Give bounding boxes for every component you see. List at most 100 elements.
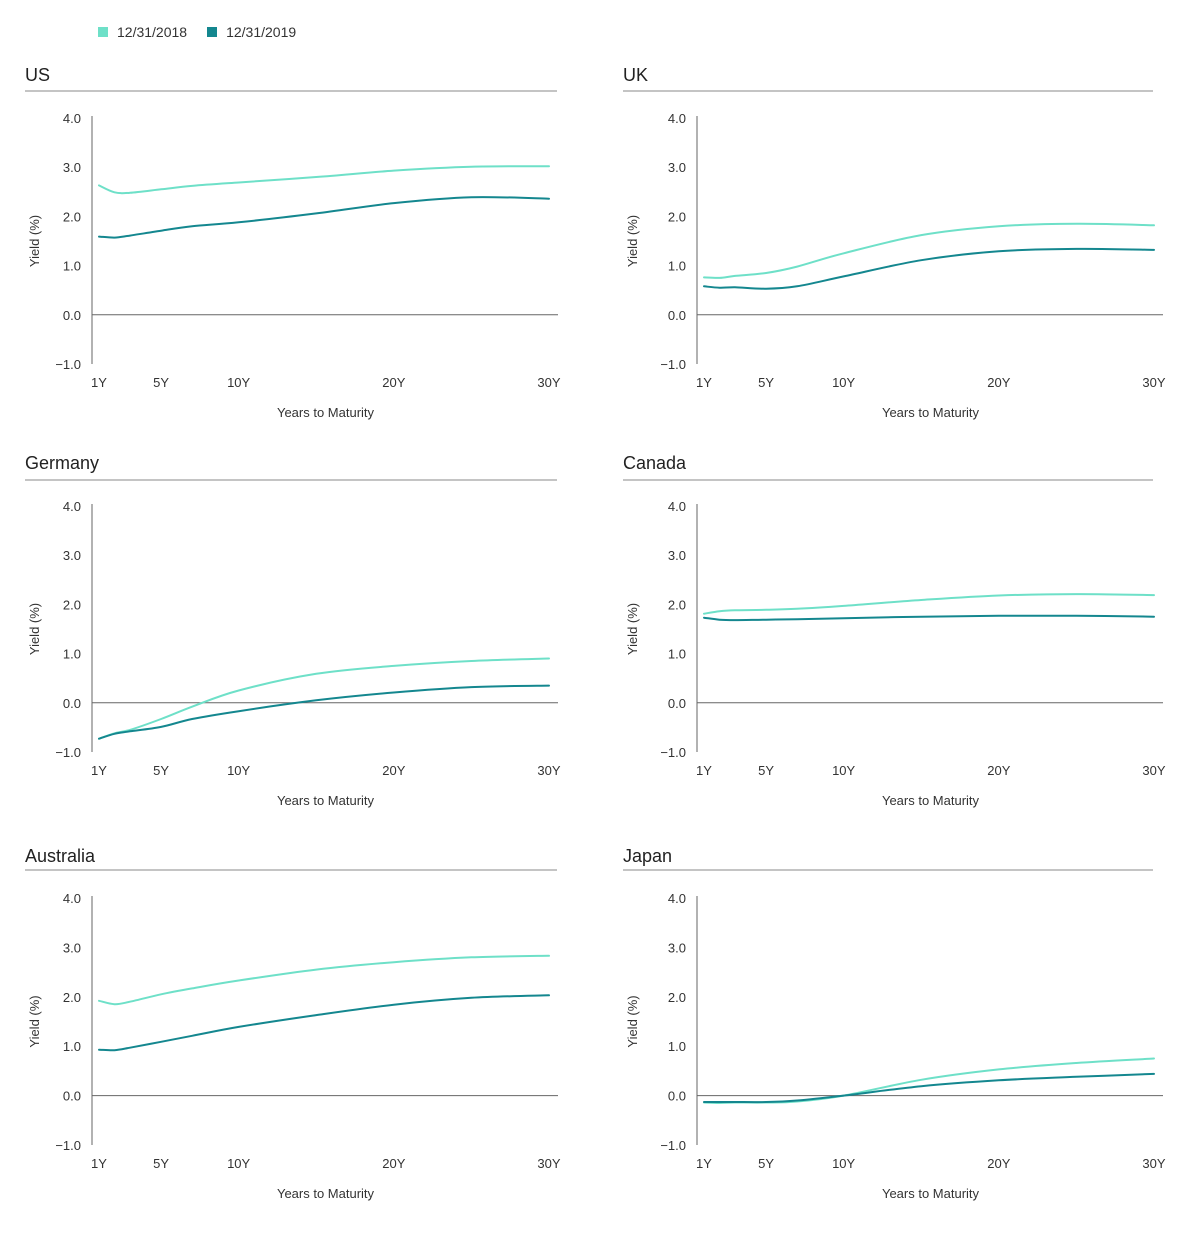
uk-y-tick-label: 4.0 [668,111,686,126]
japan-y-tick-label: 4.0 [668,891,686,906]
legend-swatch-2018 [98,27,108,37]
us-y-tick-label: −1.0 [55,357,81,372]
us-y-axis-title: Yield (%) [27,215,42,267]
uk-chart-title: UK [623,65,648,85]
germany-series-2019-line [98,684,550,740]
canada-y-tick-label: 2.0 [668,597,686,612]
us-y-tick-label: 1.0 [63,259,81,274]
uk-y-tick-label: −1.0 [660,357,686,372]
uk-y-tick-label: 0.0 [668,308,686,323]
us-chart-title: US [25,65,50,85]
japan-y-tick-label: −1.0 [660,1138,686,1153]
uk-x-tick-label: 20Y [987,375,1010,390]
japan-x-tick-label: 30Y [1142,1156,1165,1171]
uk-y-tick-label: 2.0 [668,209,686,224]
us-y-tick-label: 4.0 [63,111,81,126]
canada-x-axis-title: Years to Maturity [882,793,980,808]
germany-y-tick-label: 4.0 [63,499,81,514]
canada-y-tick-label: 3.0 [668,548,686,563]
canada-x-tick-label: 30Y [1142,763,1165,778]
us-x-tick-label: 1Y [91,375,107,390]
australia-x-tick-label: 1Y [91,1156,107,1171]
canada-x-tick-label: 5Y [758,763,774,778]
australia-y-tick-label: 1.0 [63,1039,81,1054]
japan-y-tick-label: 2.0 [668,990,686,1005]
canada-x-tick-label: 1Y [696,763,712,778]
australia-x-tick-label: 20Y [382,1156,405,1171]
japan-x-tick-label: 5Y [758,1156,774,1171]
us-y-tick-label: 3.0 [63,160,81,175]
australia-y-tick-label: −1.0 [55,1138,81,1153]
germany-y-tick-label: 3.0 [63,548,81,563]
japan-x-axis-title: Years to Maturity [882,1186,980,1201]
legend: 12/31/2018 12/31/2019 [98,24,296,40]
australia-y-tick-label: 4.0 [63,891,81,906]
canada-y-tick-label: −1.0 [660,745,686,760]
legend-item-2018: 12/31/2018 [98,24,187,40]
us-x-tick-label: 10Y [227,375,250,390]
australia-series-2018-line [98,954,550,1006]
germany-x-tick-label: 1Y [91,763,107,778]
legend-swatch-2019 [207,27,218,37]
germany-y-tick-label: 2.0 [63,597,81,612]
japan-x-tick-label: 1Y [696,1156,712,1171]
germany-y-tick-label: 1.0 [63,647,81,662]
canada-series-2018-line [703,593,1155,615]
uk-y-tick-label: 1.0 [668,259,686,274]
japan-y-axis-title: Yield (%) [625,995,640,1047]
australia-series-2019-line [98,994,550,1052]
uk-x-tick-label: 10Y [832,375,855,390]
canada-y-tick-label: 1.0 [668,647,686,662]
us-x-tick-label: 5Y [153,375,169,390]
uk-x-tick-label: 1Y [696,375,712,390]
us-y-tick-label: 2.0 [63,209,81,224]
us-x-tick-label: 20Y [382,375,405,390]
australia-y-tick-label: 2.0 [63,990,81,1005]
japan-x-tick-label: 10Y [832,1156,855,1171]
uk-series-2018-line [703,222,1155,279]
australia-x-axis-title: Years to Maturity [277,1186,375,1201]
canada-series-2019-line [703,614,1155,622]
us-x-tick-label: 30Y [537,375,560,390]
germany-y-axis-title: Yield (%) [27,603,42,655]
uk-series-2019-line [703,247,1155,290]
japan-series-2018-line [703,1057,1155,1104]
germany-x-tick-label: 30Y [537,763,560,778]
canada-chart-title: Canada [623,453,687,473]
germany-x-tick-label: 10Y [227,763,250,778]
japan-chart-title: Japan [623,846,672,866]
germany-y-tick-label: −1.0 [55,745,81,760]
uk-y-tick-label: 3.0 [668,160,686,175]
legend-item-2019: 12/31/2019 [207,24,296,40]
australia-y-tick-label: 3.0 [63,940,81,955]
germany-x-axis-title: Years to Maturity [277,793,375,808]
uk-y-axis-title: Yield (%) [625,215,640,267]
legend-label-2019: 12/31/2019 [226,24,297,40]
uk-x-tick-label: 5Y [758,375,774,390]
germany-x-tick-label: 5Y [153,763,169,778]
australia-y-tick-label: 0.0 [63,1089,81,1104]
canada-x-tick-label: 20Y [987,763,1010,778]
australia-x-tick-label: 5Y [153,1156,169,1171]
australia-x-tick-label: 10Y [227,1156,250,1171]
canada-y-tick-label: 0.0 [668,696,686,711]
legend-label-2018: 12/31/2018 [117,24,188,40]
germany-chart-title: Germany [25,453,99,473]
australia-y-axis-title: Yield (%) [27,995,42,1047]
us-series-2019-line [98,196,550,239]
australia-x-tick-label: 30Y [537,1156,560,1171]
uk-x-axis-title: Years to Maturity [882,405,980,420]
australia-chart-title: Australia [25,846,96,866]
germany-y-tick-label: 0.0 [63,696,81,711]
japan-x-tick-label: 20Y [987,1156,1010,1171]
uk-x-tick-label: 30Y [1142,375,1165,390]
us-y-tick-label: 0.0 [63,308,81,323]
japan-y-tick-label: 3.0 [668,940,686,955]
us-x-axis-title: Years to Maturity [277,405,375,420]
japan-y-tick-label: 0.0 [668,1089,686,1104]
us-series-2018-line [98,165,550,195]
canada-y-tick-label: 4.0 [668,499,686,514]
japan-y-tick-label: 1.0 [668,1039,686,1054]
japan-series-2019-line [703,1072,1155,1104]
